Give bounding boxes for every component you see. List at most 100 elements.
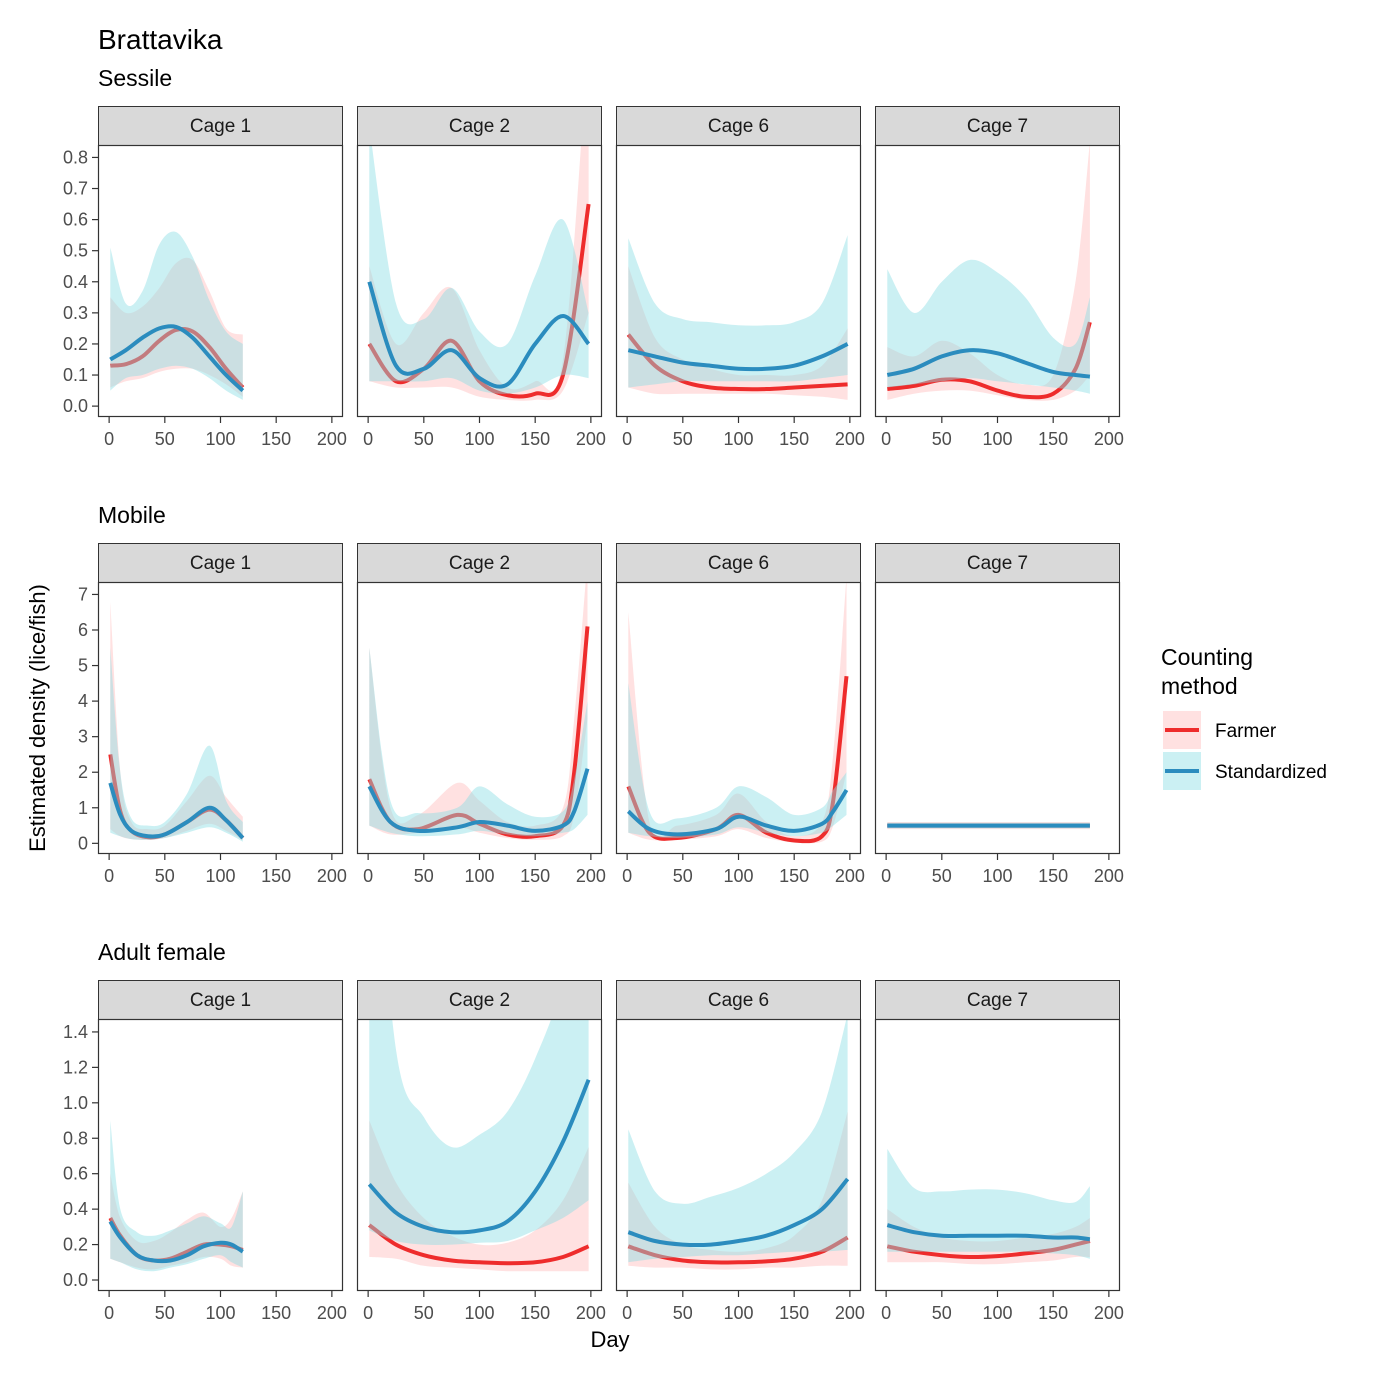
legend-label: Farmer — [1215, 721, 1277, 742]
panel-cage-7: Cage 7 0 50 100 150 200 — [874, 980, 1124, 1323]
x-tick-label: 100 — [982, 429, 1012, 449]
panel-border — [97, 1018, 344, 1292]
x-tick-label: 0 — [881, 866, 891, 886]
strip-label: Cage 7 — [967, 990, 1028, 1011]
y-tick-label: 4 — [78, 691, 88, 711]
panel-cage-2: Cage 2 0 50 100 150 200 — [356, 106, 606, 449]
y-tick-label: 1 — [78, 798, 88, 818]
strip-background — [357, 980, 602, 1020]
y-tick-label: 7 — [78, 584, 88, 604]
smooth-line-farmer — [626, 675, 849, 844]
smooth-line-standardized — [109, 324, 245, 393]
row-subtitle: Sessile — [98, 65, 172, 91]
x-tick-label: 100 — [723, 866, 753, 886]
x-tick-label: 200 — [317, 866, 347, 886]
x-tick-label: 0 — [881, 429, 891, 449]
row-subtitle: Mobile — [98, 502, 166, 528]
legend-title-line-1: Counting — [1161, 644, 1253, 670]
plot-area — [109, 231, 245, 400]
strip-label: Cage 6 — [708, 990, 769, 1011]
strip-background — [616, 106, 861, 146]
smooth-line-standardized — [886, 1223, 1091, 1242]
panel-border — [356, 1018, 603, 1292]
strip-label: Cage 6 — [708, 116, 769, 137]
panel-border — [615, 581, 862, 855]
x-tick-label: 50 — [155, 429, 175, 449]
x-axis-title: Day — [590, 1327, 629, 1352]
x-tick-label: 0 — [104, 1303, 114, 1323]
y-tick-label: 1.2 — [63, 1057, 88, 1077]
legend-title-line-2: method — [1161, 673, 1238, 699]
x-tick-label: 50 — [673, 1303, 693, 1323]
confidence-ribbon-standardized — [110, 231, 243, 400]
x-tick-label: 150 — [261, 1303, 291, 1323]
x-tick-label: 200 — [576, 1303, 606, 1323]
confidence-ribbon-standardized — [628, 235, 848, 388]
confidence-ribbon-standardized — [628, 1019, 848, 1263]
x-tick-label: 50 — [414, 1303, 434, 1323]
plot-area — [627, 1019, 850, 1270]
smooth-line-farmer — [626, 333, 848, 392]
x-tick-label: 100 — [464, 866, 494, 886]
panel-border — [97, 581, 344, 855]
strip-background — [875, 106, 1120, 146]
strip-label: Cage 2 — [449, 553, 510, 574]
legend: Counting method Farmer Standardized — [1161, 644, 1327, 790]
strip-background — [357, 106, 602, 146]
x-tick-label: 0 — [622, 429, 632, 449]
x-tick-label: 100 — [205, 429, 235, 449]
smooth-line-standardized — [627, 342, 849, 372]
plot-area — [367, 1019, 591, 1272]
y-tick-label: 0 — [78, 833, 88, 853]
x-tick-label: 100 — [464, 1303, 494, 1323]
x-tick-label: 100 — [464, 429, 494, 449]
x-tick-label: 50 — [932, 866, 952, 886]
x-tick-label: 200 — [576, 866, 606, 886]
y-tick-label: 0.5 — [63, 241, 88, 261]
confidence-ribbon-farmer — [628, 582, 847, 844]
legend-key-standardized: Standardized — [1163, 752, 1327, 790]
x-tick-label: 150 — [779, 429, 809, 449]
panel-cage-7: Cage 7 0 50 100 150 200 — [874, 106, 1124, 449]
strip-background — [616, 543, 861, 583]
panel-border — [874, 581, 1121, 855]
x-tick-label: 150 — [520, 429, 550, 449]
panel-cage-1: Cage 1 0 50 100 150 200 0.0 0.2 0.4 0.6 0.8 1.0 1.2 1… — [63, 980, 347, 1323]
confidence-ribbon-standardized — [110, 647, 243, 842]
y-tick-label: 1.0 — [63, 1093, 88, 1113]
panel-cage-1: Cage 1 0 50 100 150 200 0.0 0.1 0.2 0.3 0.4 0.5 0.6 0… — [63, 106, 347, 449]
panel-border — [356, 144, 603, 418]
confidence-ribbon-farmer — [369, 145, 589, 401]
panel-cage-2: Cage 2 0 50 100 150 200 — [356, 543, 606, 886]
x-tick-label: 150 — [779, 866, 809, 886]
x-tick-label: 0 — [622, 866, 632, 886]
panel-border — [874, 1018, 1121, 1292]
y-tick-label: 1.4 — [63, 1022, 88, 1042]
panel-cage-2: Cage 2 0 50 100 150 200 — [356, 980, 606, 1323]
y-tick-label: 0.0 — [63, 1270, 88, 1290]
smooth-line-farmer — [368, 1223, 590, 1266]
x-tick-label: 200 — [835, 866, 865, 886]
chart-title: Brattavika — [98, 24, 223, 55]
strip-background — [98, 106, 343, 146]
panel-cage-6: Cage 6 0 50 100 150 200 — [615, 543, 865, 886]
smooth-line-standardized — [627, 1177, 850, 1248]
facet-row-adult-female: Adult female Cage 1 0 50 100 150 200 0.0 0.2 0.4 0… — [63, 939, 1124, 1323]
confidence-ribbon-standardized — [369, 1019, 589, 1245]
x-tick-label: 200 — [835, 429, 865, 449]
y-axis-title: Estimated density (lice/fish) — [25, 584, 50, 852]
x-tick-label: 0 — [622, 1303, 632, 1323]
x-tick-label: 50 — [673, 866, 693, 886]
smooth-line-standardized — [367, 281, 591, 389]
panel-border — [615, 144, 862, 418]
confidence-ribbon-standardized — [369, 145, 589, 394]
strip-background — [875, 543, 1120, 583]
panel-border — [615, 1018, 862, 1292]
confidence-ribbon-farmer — [628, 266, 848, 400]
x-tick-label: 200 — [1094, 1303, 1124, 1323]
smooth-line-standardized — [367, 1079, 591, 1235]
facet-row-mobile: Mobile Cage 1 0 50 100 150 200 0 1 2 3 4 5 6 7 Cage 2 0 5… — [78, 502, 1124, 886]
panel-border — [874, 144, 1121, 418]
strip-label: Cage 7 — [967, 553, 1028, 574]
